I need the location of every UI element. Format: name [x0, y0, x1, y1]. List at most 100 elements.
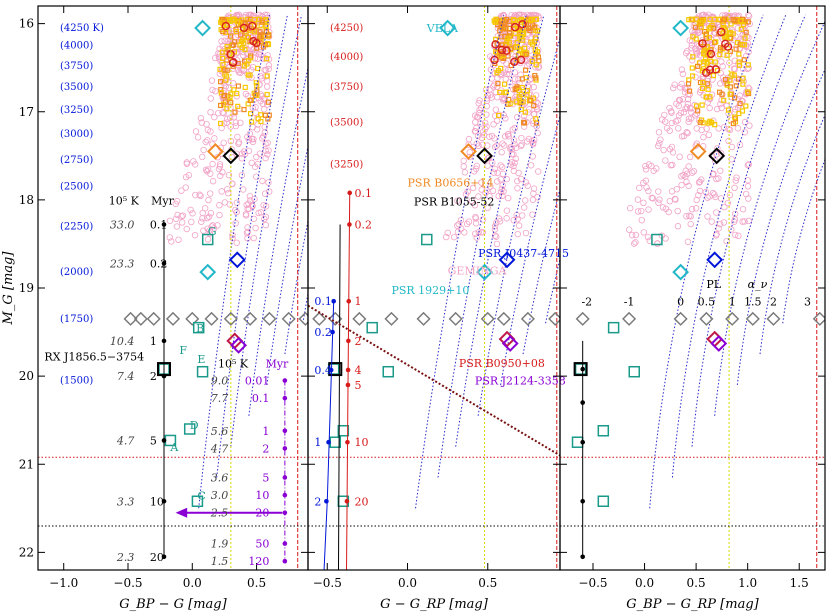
- field-star-square: [501, 25, 507, 31]
- field-star: [239, 186, 247, 193]
- field-star: [194, 134, 202, 141]
- second-age: 0.1: [252, 392, 270, 405]
- pulsar-marker: [708, 147, 726, 165]
- cooling-temperature: 3.3: [117, 495, 135, 508]
- field-star: [483, 187, 490, 194]
- red-track-line: [346, 192, 351, 570]
- field-star: [656, 196, 663, 203]
- field-star: [720, 219, 728, 226]
- field-star: [262, 213, 270, 221]
- field-star-square: [503, 16, 510, 23]
- field-star: [507, 145, 514, 152]
- field-star: [252, 224, 259, 232]
- letter-label: E: [197, 353, 205, 366]
- cooling-age: 10: [150, 495, 164, 508]
- field-star: [233, 239, 240, 246]
- field-star-square: [740, 81, 746, 87]
- field-star: [674, 207, 681, 215]
- field-star: [518, 141, 525, 148]
- pulsar-marker: [199, 263, 217, 281]
- field-star-square: [504, 39, 510, 45]
- temperature-label: (3500): [330, 117, 363, 128]
- field-star-square: [694, 103, 700, 109]
- field-star: [255, 209, 262, 217]
- field-star: [493, 178, 501, 185]
- field-star: [686, 53, 693, 60]
- field-star: [209, 160, 216, 168]
- pl-diamond: [185, 311, 200, 326]
- field-star: [725, 125, 732, 133]
- field-star-square: [256, 16, 262, 22]
- field-star: [265, 65, 272, 73]
- field-star: [649, 195, 657, 202]
- field-star: [498, 149, 505, 156]
- teal-square: [366, 321, 378, 334]
- field-star-square: [527, 18, 534, 24]
- field-star: [232, 206, 239, 214]
- field-star-square: [533, 35, 539, 41]
- field-star: [242, 212, 250, 219]
- field-star: [259, 177, 266, 185]
- field-star: [638, 216, 646, 224]
- field-star: [533, 123, 540, 130]
- field-star: [490, 169, 498, 176]
- cooling-track-point: [161, 222, 167, 227]
- field-star-square: [235, 83, 242, 89]
- field-star: [686, 91, 693, 98]
- field-star: [254, 55, 261, 62]
- field-star-square: [531, 103, 537, 109]
- field-star: [705, 131, 713, 139]
- field-star: [226, 114, 234, 121]
- field-star-square: [517, 48, 523, 54]
- field-star: [698, 126, 705, 134]
- field-star: [744, 161, 752, 169]
- field-star: [191, 161, 199, 168]
- field-star-square: [220, 55, 226, 62]
- field-star: [642, 166, 650, 173]
- field-star-square: [689, 73, 696, 79]
- field-star-square: [529, 16, 535, 22]
- field-star: [711, 191, 718, 198]
- field-star-square: [217, 102, 224, 109]
- pulsar-label: VELA: [426, 22, 459, 35]
- field-star: [182, 184, 189, 191]
- teal-square: [607, 321, 620, 334]
- field-star: [252, 163, 259, 170]
- blackbody-line: [714, 20, 825, 416]
- field-star: [245, 136, 253, 144]
- field-star: [233, 93, 240, 100]
- field-star: [486, 193, 493, 200]
- field-star: [717, 100, 724, 108]
- field-star-square: [724, 52, 730, 58]
- field-star-square: [703, 35, 709, 42]
- field-star: [684, 47, 691, 55]
- field-star: [739, 218, 746, 225]
- field-star: [206, 230, 213, 237]
- field-star-red: [497, 45, 507, 55]
- field-star: [265, 188, 273, 195]
- field-star: [688, 45, 695, 52]
- field-star: [724, 199, 731, 207]
- field-star: [178, 213, 185, 220]
- field-star: [178, 187, 185, 194]
- field-star: [499, 192, 506, 200]
- field-star-square: [688, 16, 694, 22]
- field-star: [685, 115, 693, 122]
- field-star-square: [719, 91, 725, 97]
- field-star: [243, 201, 250, 209]
- field-star: [744, 65, 751, 73]
- field-star: [700, 134, 707, 141]
- field-star: [693, 196, 700, 204]
- field-star: [205, 196, 212, 204]
- red-age: 0.2: [355, 219, 373, 232]
- field-star: [254, 121, 261, 128]
- red-track-point: [345, 382, 351, 388]
- field-star: [202, 138, 209, 146]
- field-star: [264, 151, 271, 158]
- field-star: [690, 167, 698, 175]
- teal-square: [191, 495, 204, 508]
- field-star-square: [732, 114, 738, 120]
- pl-diamond: [520, 311, 535, 326]
- field-star: [216, 211, 223, 219]
